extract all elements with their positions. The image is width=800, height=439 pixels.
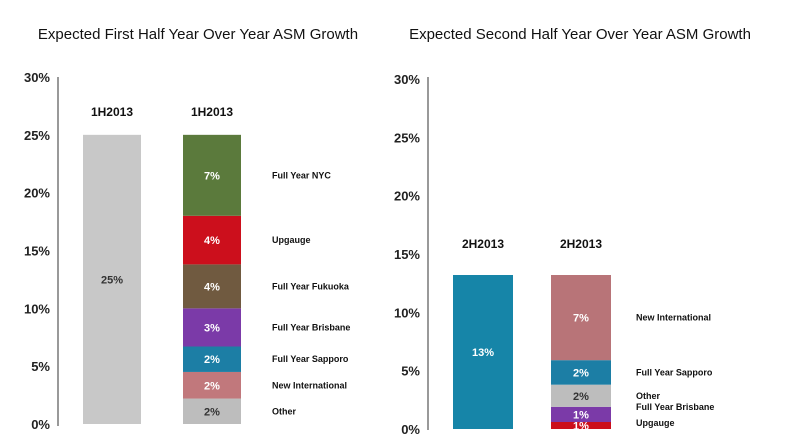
segment-value-label: 25%: [101, 274, 123, 286]
legend-label: Full Year Brisbane: [636, 402, 714, 412]
y-tick-label: 10%: [394, 305, 420, 320]
bar-segment: [183, 346, 241, 372]
bar-segment: [551, 422, 611, 429]
legend-label: Other: [272, 406, 297, 416]
bar-segment: [551, 275, 611, 361]
y-axis-ticks: 0% 5% 10% 15% 20% 25% 30%: [394, 72, 420, 437]
y-tick-label: 20%: [24, 186, 50, 201]
bar-segment: [183, 371, 241, 399]
legend-label: Upgauge: [272, 235, 311, 245]
category-label: 1H2013: [91, 105, 133, 119]
y-tick-label: 0%: [401, 422, 420, 437]
segment-value-label: 7%: [573, 313, 589, 325]
segment-value-label: 2%: [204, 354, 220, 366]
segment-value-label: 3%: [204, 322, 220, 334]
bars-group: 13% 2H2013 1% Upgauge 1% Full Year Brisbane 2%…: [453, 237, 714, 433]
segment-value-label: 7%: [204, 170, 220, 182]
bar-segment: [551, 406, 611, 422]
segment-value-label: 2%: [573, 391, 589, 403]
bar-segment: [183, 215, 241, 265]
segment-value-label: 4%: [204, 281, 220, 293]
y-tick-label: 30%: [394, 72, 420, 87]
legend-label: New International: [636, 313, 711, 323]
y-axis-ticks: 0% 5% 10% 15% 20% 25% 30%: [24, 70, 50, 432]
bar-segment: [551, 360, 611, 385]
legend-label: Full Year Sapporo: [272, 354, 349, 364]
category-label: 2H2013: [462, 237, 504, 251]
legend-label: Full Year Brisbane: [272, 322, 350, 332]
bar-segment: [183, 264, 241, 309]
y-tick-label: 25%: [394, 130, 420, 145]
y-tick-label: 20%: [394, 189, 420, 204]
y-tick-label: 25%: [24, 128, 50, 143]
y-tick-label: 15%: [24, 244, 50, 259]
segment-value-label: 1%: [573, 409, 589, 421]
category-label: 2H2013: [560, 237, 602, 251]
y-tick-label: 10%: [24, 301, 50, 316]
y-tick-label: 5%: [401, 364, 420, 379]
bar-segment: [83, 134, 141, 425]
segment-value-label: 2%: [204, 380, 220, 392]
legend-label: Upgauge: [636, 418, 675, 428]
bar-segment: [453, 275, 513, 429]
chart-panel-1: Expected First Half Year Over Year ASM G…: [24, 26, 358, 432]
chart-panel-2: Expected Second Half Year Over Year ASM …: [394, 26, 751, 437]
legend-label: Full Year NYC: [272, 170, 331, 180]
category-label: 1H2013: [191, 105, 233, 119]
legend-label: Other: [636, 391, 661, 401]
bar-segment: [183, 134, 241, 216]
legend-label: Full Year Sapporo: [636, 367, 713, 377]
legend-label: New International: [272, 380, 347, 390]
chart-title: Expected First Half Year Over Year ASM G…: [38, 26, 358, 43]
bar-segment: [551, 384, 611, 407]
chart-title: Expected Second Half Year Over Year ASM …: [409, 26, 751, 43]
bar-segment: [183, 308, 241, 347]
segment-value-label: 2%: [573, 367, 589, 379]
segment-value-label: 2%: [204, 406, 220, 418]
y-tick-label: 0%: [31, 417, 50, 432]
legend-label: Full Year Fukuoka: [272, 281, 350, 291]
segment-value-label: 1%: [573, 421, 589, 433]
y-tick-label: 30%: [24, 70, 50, 85]
y-tick-label: 15%: [394, 247, 420, 262]
bar-segment: [183, 398, 241, 424]
segment-value-label: 13%: [472, 347, 494, 359]
segment-value-label: 4%: [204, 235, 220, 247]
y-tick-label: 5%: [31, 359, 50, 374]
bars-group: 25% 1H2013 2% Other 2% New International 2% Ful…: [83, 105, 350, 425]
